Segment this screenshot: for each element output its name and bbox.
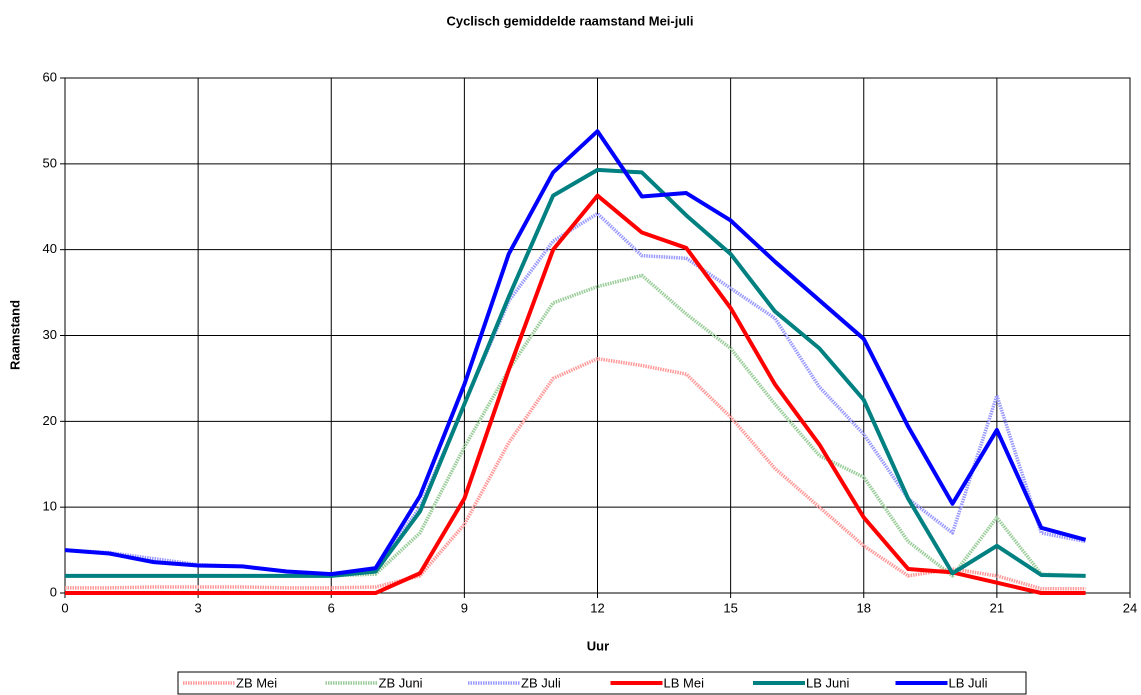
y-tick-label: 10 — [43, 499, 57, 514]
y-tick-label: 50 — [43, 155, 57, 170]
legend-label: ZB Juli — [521, 675, 561, 690]
y-tick-label: 0 — [50, 584, 57, 599]
x-tick-label: 15 — [723, 600, 737, 615]
legend-label: ZB Juni — [379, 675, 423, 690]
series-line — [65, 193, 1086, 595]
series-line — [64, 129, 1087, 577]
x-tick-label: 12 — [590, 600, 604, 615]
y-tick-label: 60 — [43, 69, 57, 84]
x-tick-label: 21 — [990, 600, 1004, 615]
y-tick-label: 30 — [43, 327, 57, 342]
legend-label: LB Juli — [949, 675, 988, 690]
y-tick-label: 40 — [43, 241, 57, 256]
chart-title: Cyclisch gemiddelde raamstand Mei-juli — [446, 13, 693, 28]
x-tick-label: 18 — [857, 600, 871, 615]
x-tick-label: 9 — [461, 600, 468, 615]
x-tick-label: 24 — [1123, 600, 1137, 615]
x-tick-label: 3 — [195, 600, 202, 615]
legend-label: LB Mei — [664, 675, 705, 690]
legend-label: LB Juni — [806, 675, 849, 690]
series-line — [65, 167, 1086, 578]
x-tick-label: 0 — [61, 600, 68, 615]
x-tick-label: 6 — [328, 600, 335, 615]
legend-label: ZB Mei — [236, 675, 277, 690]
x-axis-label: Uur — [587, 638, 609, 653]
y-axis-label: Raamstand — [7, 300, 22, 370]
y-tick-label: 20 — [43, 413, 57, 428]
series-line — [65, 356, 1086, 591]
legend-box — [177, 671, 1027, 695]
